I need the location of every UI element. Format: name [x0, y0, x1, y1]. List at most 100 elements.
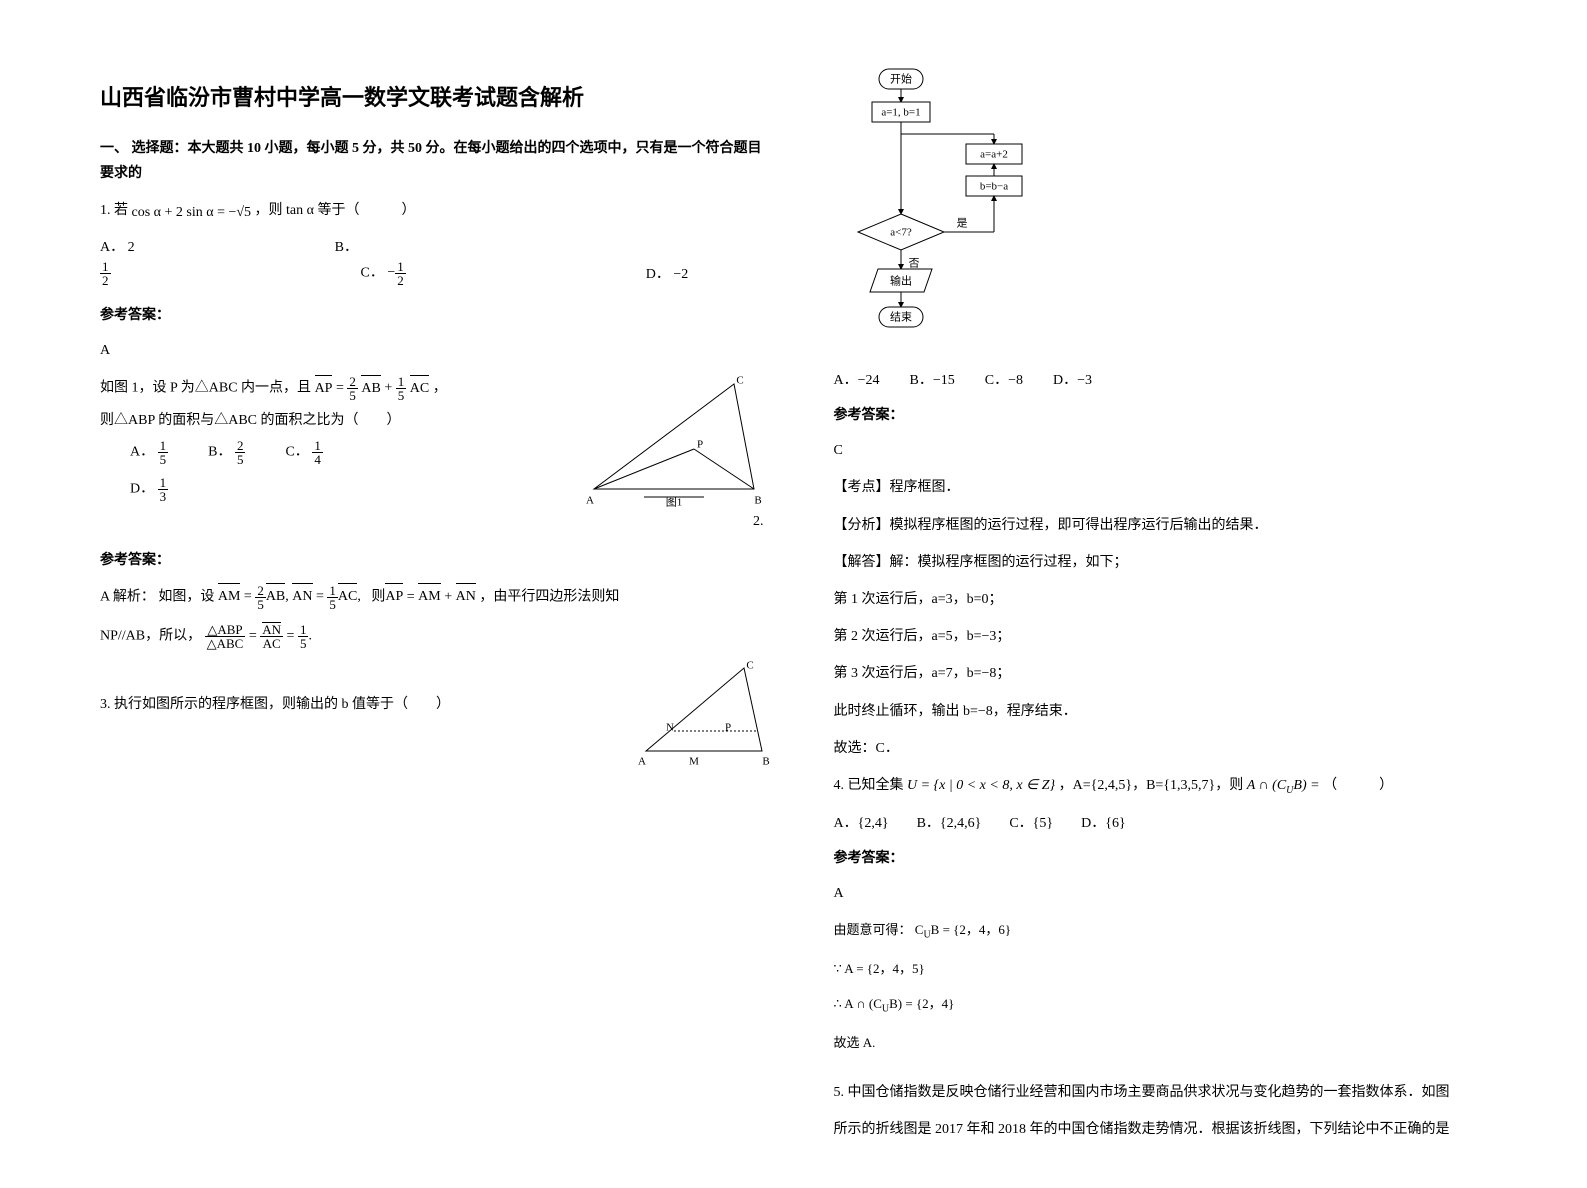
q2-stem1: 如图 1，设 P 为△ABC 内一点，且 AP = 25 AB + 15 AC … [100, 375, 460, 402]
t2-M: M [689, 755, 699, 765]
q4-stem-a: 4. 已知全集 [834, 778, 904, 793]
q4-sol1b: CUB = {2，4，6} [915, 922, 1011, 937]
q2-ans-prefix: A 解析： 如图，设 [100, 589, 214, 604]
q4-ans: A [834, 881, 1508, 906]
q4-stem: 4. 已知全集 U = {x | 0 < x < 8, x ∈ Z} ，A={2… [834, 773, 1508, 800]
flow-start: 开始 [890, 72, 912, 86]
triangle-fig-2: A B C N P M [634, 656, 774, 766]
t2-B: B [762, 755, 769, 765]
flow-end: 结束 [890, 311, 912, 324]
t2-C: C [746, 659, 753, 671]
frac-an-ac: ANAC [260, 623, 283, 650]
t2-A: A [638, 755, 646, 765]
q3-jd1: 第 1 次运行后，a=3，b=0； [834, 587, 1508, 612]
q2-ans-f1: AM = 25AB, AN = 15AC, [218, 589, 365, 604]
label-P: P [696, 438, 702, 450]
q3-fx-text: 模拟程序框图的运行过程，即可得出程序运行后输出的结果． [890, 518, 1268, 533]
flowchart-svg: 开始 a=1, b=1 a=a+2 b=b−a [844, 64, 1054, 354]
frac-1-5b: 15 [298, 623, 309, 650]
title: 山西省临汾市曹村中学高一数学文联考试题含解析 [100, 80, 774, 112]
vec-AN: AN [456, 584, 476, 609]
q3-optD: D．−3 [1053, 369, 1092, 389]
q1-formula: cos α + 2 sin α = −√5 [132, 205, 252, 220]
vec-AB: AB [361, 376, 380, 401]
q4-expr: A ∩ (CUB) = [1247, 778, 1320, 793]
q1-optD: D． −2 [646, 263, 689, 283]
q4-setU: U = {x | 0 < x < 8, x ∈ Z} [907, 778, 1055, 793]
q1-options: A． 2 B． 12 C． −12 D． −2 [100, 236, 774, 287]
q2-ans-line2: NP//AB，所以， △ABP△ABC = ANAC = 15. [100, 623, 774, 650]
flow-upda: a=a+2 [980, 149, 1008, 161]
q2-stem1b: ， [433, 381, 447, 396]
q1-optC: C． −12 [361, 260, 406, 287]
label-C: C [736, 374, 743, 386]
q3-stem: 3. 执行如图所示的程序框图，则输出的 b 值等于（ ） [100, 692, 480, 717]
q3-jd0: 【解答】解：模拟程序框图的运行过程，如下； [834, 550, 1508, 575]
q3-fx: 【分析】模拟程序框图的运行过程，即可得出程序运行后输出的结果． [834, 513, 1508, 538]
q1-suffix: ，则 tan α 等于（ ） [255, 203, 416, 218]
q3-jd5: 故选：C． [834, 736, 1508, 761]
flowchart: 开始 a=1, b=1 a=a+2 b=b−a [844, 64, 1508, 359]
q4-optD: D．{6} [1081, 812, 1126, 832]
q3-fx-label: 【分析】 [834, 518, 890, 533]
frac-2-5: 25 [347, 375, 358, 402]
q1-optD-val: −2 [673, 267, 688, 282]
q1-optA-val: 2 [128, 240, 135, 255]
left-column: 山西省临汾市曹村中学高一数学文联考试题含解析 一、 选择题：本大题共 10 小题… [100, 60, 774, 1148]
q4-sol4: 故选 A. [834, 1031, 1508, 1054]
frac-1-5: 15 [396, 375, 407, 402]
q3-jd2: 第 2 次运行后，a=5，b=−3； [834, 624, 1508, 649]
t2-N: N [666, 721, 674, 733]
frac-ratio: △ABP△ABC [205, 623, 246, 650]
q1-optC-label: C． [361, 265, 384, 280]
q1-stem: 1. 若 cos α + 2 sin α = −√5 ，则 tan α 等于（ … [100, 198, 774, 225]
q3-jd3: 第 3 次运行后，a=7，b=−8； [834, 661, 1508, 686]
q3-stem-block: A B C N P M 3. 执行如图所示的程序框图，则输出的 b 值等于（ ） [100, 686, 774, 723]
right-column: 开始 a=1, b=1 a=a+2 b=b−a [834, 60, 1508, 1148]
q4-optB: B．{2,4,6} [917, 812, 982, 832]
q4-optC: C．{5} [1009, 812, 1053, 832]
q4-optA: A．{2,4} [834, 812, 889, 832]
vec-AP: AP [315, 376, 333, 401]
q3-jd0-text: 解：模拟程序框图的运行过程，如下； [890, 555, 1128, 570]
label-B: B [754, 494, 761, 506]
q2-optD-label: D． [130, 482, 154, 497]
q2-optB-label: B． [208, 445, 231, 460]
q2-block: A B C P 图1 如图 1，设 P 为△ABC 内一点，且 AP = 25 … [100, 369, 774, 540]
q4-options: A．{2,4} B．{2,4,6} C．{5} D．{6} [834, 812, 1508, 832]
q3-jd-label: 【解答】 [834, 555, 890, 570]
q2-optD: D． 13 [130, 476, 168, 503]
t2-P: P [724, 721, 730, 733]
vec-AC: AC [410, 376, 429, 401]
q3-optB: B．−15 [910, 369, 955, 389]
q3-kd-text: 程序框图． [890, 480, 960, 495]
section-heading: 一、 选择题：本大题共 10 小题，每小题 5 分，共 50 分。在每小题给出的… [100, 136, 774, 186]
q2-ans-label: 参考答案： [100, 548, 774, 573]
flow-out: 输出 [890, 274, 912, 288]
q4-stem-b: ，A={2,4,5}，B={1,3,5,7}，则 [1059, 778, 1244, 793]
q3-ans-label: 参考答案： [834, 403, 1508, 428]
q2-options: A． 15 B． 25 C． 14 D． 13 [130, 439, 390, 503]
label-A: A [586, 494, 594, 506]
q5-stem2: 所示的折线图是 2017 年和 2018 年的中国仓储指数走势情况．根据该折线图… [834, 1117, 1508, 1142]
q2-ans-line2a: NP//AB，所以， [100, 628, 201, 643]
q2-optB: B． 25 [208, 439, 245, 466]
q4-ans-label: 参考答案： [834, 846, 1508, 871]
q3-optC: C．−8 [985, 369, 1023, 389]
q2-figure-1: A B C P 图1 [574, 369, 774, 514]
flow-updb: b=b−a [979, 181, 1007, 193]
q3-kd-label: 【考点】 [834, 480, 890, 495]
triangle-fig-1: A B C P 图1 [574, 369, 774, 509]
q4-sol3: ∴ A ∩ (CUB) = {2，4} [834, 992, 1508, 1019]
q3-jd4: 此时终止循环，输出 b=−8，程序结束． [834, 699, 1508, 724]
q1-optC-val: −12 [387, 265, 405, 280]
q1-prefix: 1. 若 [100, 203, 128, 218]
q1-optA-label: A． [100, 240, 124, 255]
flow-yes: 是 [956, 217, 967, 230]
q1-optA: A． 2 [100, 236, 135, 256]
q2-figure-2: A B C N P M [634, 656, 774, 771]
flow-cond: a<7? [890, 227, 912, 239]
flow-init: a=1, b=1 [881, 107, 920, 119]
q2-stem2: 则△ABP 的面积与△ABC 的面积之比为（ ） [100, 408, 460, 433]
q4-stem-c: （ ） [1323, 778, 1393, 793]
